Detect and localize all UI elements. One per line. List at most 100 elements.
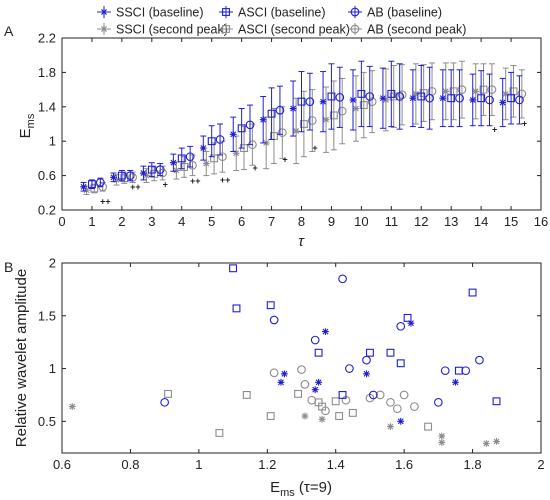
scatter-point-circle	[434, 397, 443, 407]
plot-area-b	[61, 262, 542, 454]
scatter-point-square	[454, 366, 463, 375]
legend-label: AB (baseline)	[367, 6, 442, 20]
scatter-point-circle	[300, 380, 310, 389]
data-point-asterisk	[289, 105, 297, 112]
x-tick-label: 0.8	[121, 457, 139, 472]
legend: SSCI (baseline) ASCI (baseline) AB (baseli…	[97, 6, 466, 37]
scatter-point-circle	[369, 390, 378, 400]
x-tick-label: 14	[474, 214, 488, 229]
data-point-square	[477, 94, 486, 103]
scatter-point-circle	[440, 366, 450, 376]
y-tick-label: 1	[49, 134, 56, 149]
data-point-asterisk	[292, 127, 300, 135]
y-tick-label: 1.4	[38, 99, 56, 114]
scatter-point-asterisk	[315, 378, 323, 386]
data-point-square	[447, 94, 456, 103]
legend-marker-asterisk	[100, 25, 108, 33]
data-point-square	[299, 120, 308, 128]
x-tick-label: 13	[444, 214, 458, 229]
x-tick-label: 1.8	[464, 457, 482, 472]
data-point-square	[117, 171, 126, 180]
data-point-circle	[455, 93, 464, 103]
significance-mark: ++	[100, 197, 111, 207]
data-point-asterisk	[439, 94, 447, 102]
x-tick-label: 0.6	[53, 457, 71, 472]
data-point-square	[150, 169, 159, 178]
data-point-circle	[457, 85, 467, 94]
legend-marker-circle	[350, 7, 360, 17]
panel-a-label: A	[4, 23, 14, 39]
data-point-square	[177, 154, 186, 163]
scatter-point-square	[386, 348, 395, 357]
data-point-asterisk	[499, 99, 507, 106]
data-point-square	[357, 89, 366, 98]
data-point-circle	[517, 89, 527, 99]
y-tick-label: 0.5	[38, 414, 56, 429]
scatter-point-circle	[396, 321, 406, 331]
data-point-circle	[335, 92, 345, 102]
data-point-circle	[245, 120, 255, 130]
legend-label: SSCI (baseline)	[116, 6, 204, 20]
data-b	[68, 264, 501, 447]
data-point-circle	[188, 160, 197, 170]
x-axis-label-b: Ems (τ=9)	[270, 479, 332, 499]
scatter-point-asterisk	[482, 440, 490, 447]
scatter-point-square	[229, 264, 238, 273]
data-point-circle	[365, 92, 375, 101]
x-tick-label: 7	[268, 214, 275, 229]
data-point-square	[237, 124, 246, 133]
scatter-point-square	[424, 422, 433, 431]
data-point-asterisk	[80, 183, 87, 191]
data-point-asterisk	[349, 96, 357, 104]
data-point-circle	[397, 90, 407, 100]
scatter-point-circle	[410, 402, 419, 411]
x-tick-label: 3	[148, 214, 155, 229]
legend-label: SSCI (second peak)	[116, 23, 228, 37]
scatter-point-square	[242, 390, 251, 399]
x-tick-label: 8	[298, 214, 305, 229]
data-point-circle	[275, 105, 285, 115]
data-point-asterisk	[382, 96, 390, 104]
x-tick-label: 4	[178, 214, 185, 229]
data-point-asterisk	[412, 90, 420, 98]
significance-mark: +	[282, 154, 287, 164]
scatter-point-asterisk	[280, 370, 288, 378]
data-point-circle	[185, 152, 195, 162]
data-point-asterisk	[232, 149, 240, 157]
data-point-square	[210, 154, 219, 163]
legend-marker-asterisk	[100, 8, 108, 16]
scatter-point-asterisk	[387, 423, 394, 431]
scatter-point-square	[215, 428, 224, 437]
data-point-asterisk	[113, 176, 120, 184]
data-point-circle	[367, 97, 377, 106]
x-tick-label: 2	[537, 457, 544, 472]
panel-a: A SSCI (baseline) ASCI (baseline) AB (base…	[4, 6, 548, 251]
y-axis-label-b: Relative wavelet amplitude	[13, 269, 30, 447]
scatter-point-circle	[321, 406, 330, 416]
x-tick-label: 6	[238, 214, 245, 229]
y-tick-label: 0.6	[38, 168, 56, 183]
scatter-point-circle	[475, 355, 484, 365]
data-point-asterisk	[199, 144, 207, 152]
x-tick-label: 1.6	[395, 457, 413, 472]
data-point-circle	[95, 178, 105, 187]
data-point-asterisk	[322, 116, 330, 124]
scatter-point-circle	[392, 404, 402, 414]
scatter-point-square	[232, 304, 241, 313]
scatter-point-circle	[362, 355, 371, 365]
scatter-point-circle	[345, 364, 354, 373]
scatter-point-square	[314, 348, 323, 357]
data-point-asterisk	[352, 105, 360, 112]
scatter-point-circle	[375, 390, 385, 400]
scatter-point-asterisk	[407, 319, 415, 327]
scatter-point-circle	[269, 315, 279, 325]
axes-b: 0.6 0.8 1 1.2 1.4 1.6 1.8 2 0.5 1 1.5 2	[38, 256, 545, 473]
significance-mark: +	[522, 118, 527, 128]
legend-marker-square	[222, 25, 230, 33]
y-tick-label: 1.5	[38, 308, 56, 323]
y-tick-label: 2.2	[38, 31, 56, 46]
data-point-square	[417, 92, 426, 101]
scatter-point-square	[338, 390, 347, 399]
data-point-square	[359, 101, 368, 110]
